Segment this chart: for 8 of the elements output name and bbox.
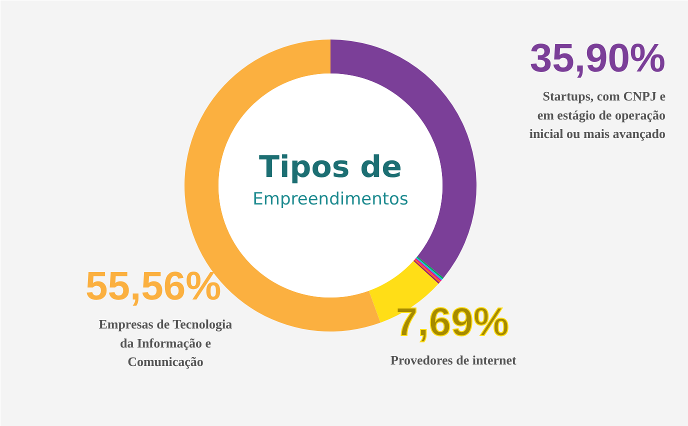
slice-label: Startups, com CNPJ e em estágio de operação inicial ou mais avançado — [529, 88, 666, 141]
text: Tipos de — [259, 150, 402, 185]
slice-label: Provedores de internet — [390, 352, 518, 368]
text: Empreendimentos — [252, 190, 408, 210]
data-label: 55,56% — [86, 264, 222, 308]
data-label: 35,90% — [530, 36, 666, 80]
data-label: 7,69% — [396, 300, 509, 344]
slice-label: Empresas de Tecnologia da Informação e Comunicação — [98, 316, 233, 369]
